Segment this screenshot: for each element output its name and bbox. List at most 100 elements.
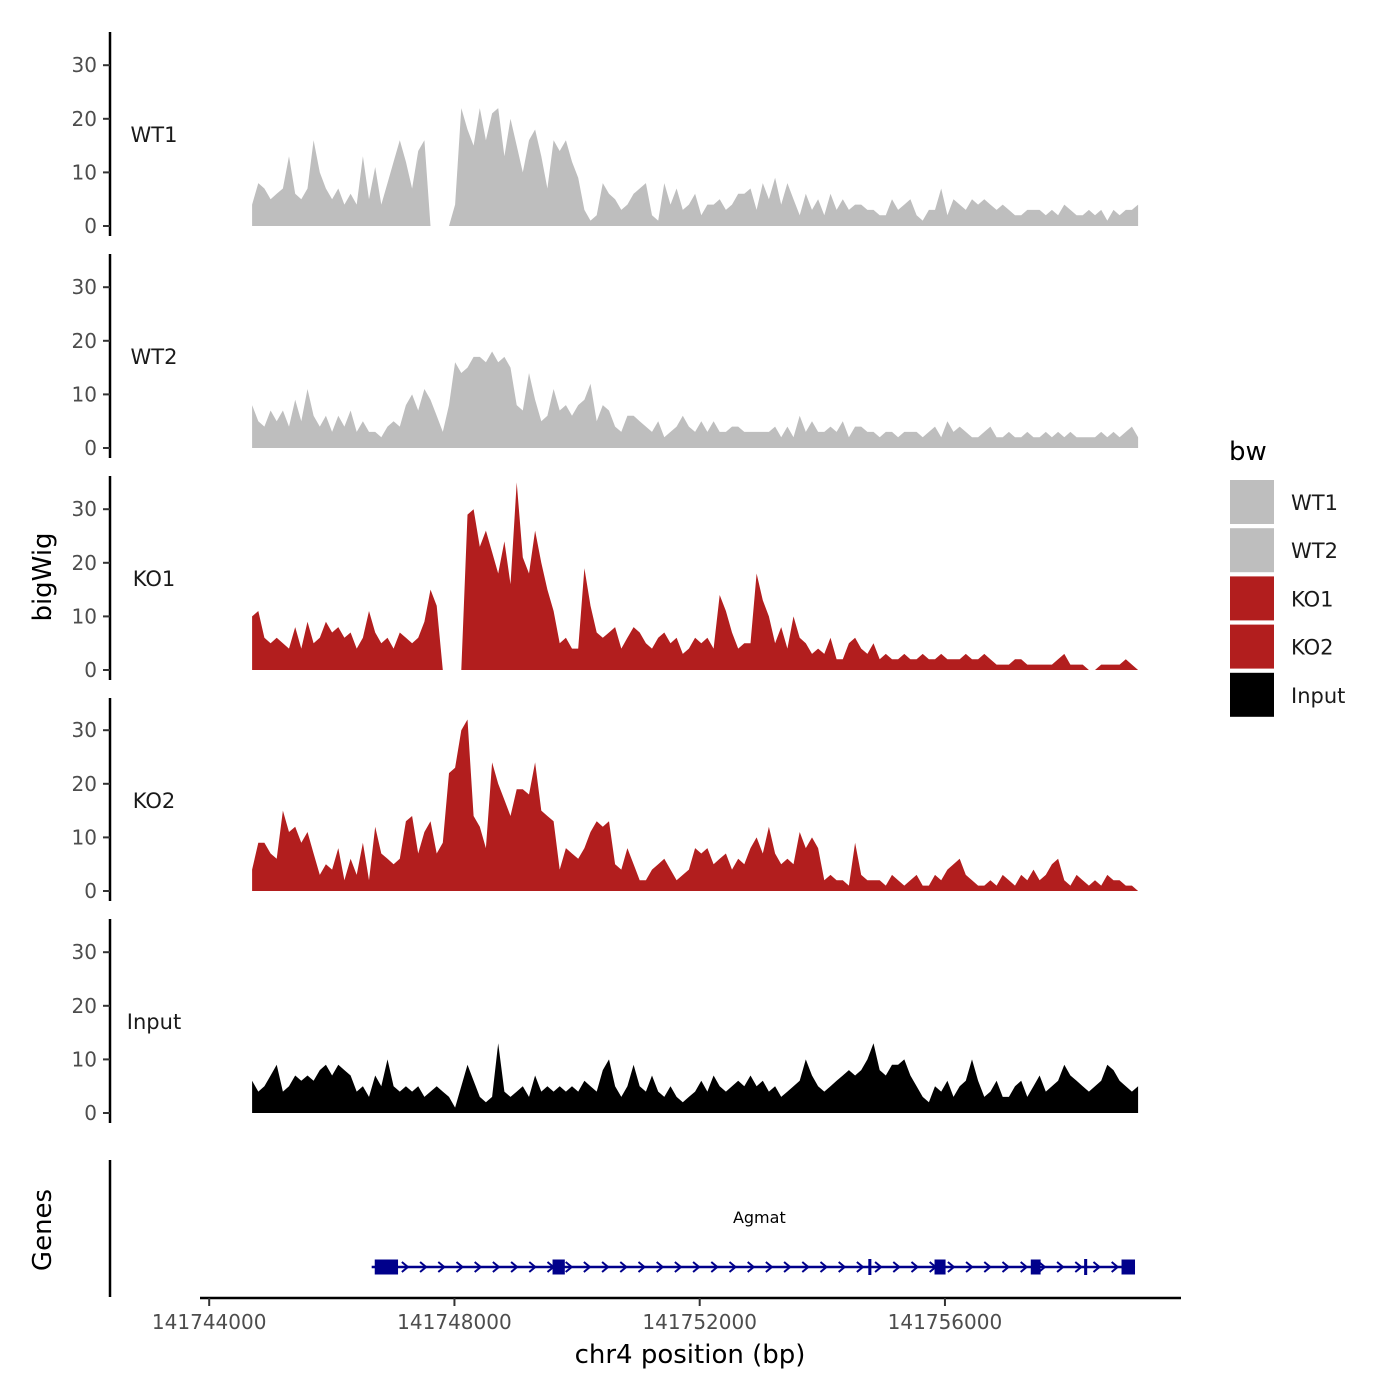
exon — [1030, 1259, 1041, 1275]
bigwig-tracks: 0 10 20 30 WT1 0 10 20 30 WT2 0 10 20 30 KO1 0 10 20 30 KO2… — [72, 32, 1139, 1125]
legend-swatch — [1230, 672, 1274, 717]
exon — [374, 1259, 399, 1275]
y-tick-label: 30 — [72, 718, 97, 742]
strand-chevron — [1056, 1261, 1065, 1273]
strand-chevron — [656, 1261, 665, 1273]
strand-chevron — [892, 1261, 901, 1273]
strand-chevron — [765, 1261, 774, 1273]
gene-agmat: Agmat — [371, 1208, 1136, 1275]
strand-chevron — [455, 1261, 465, 1273]
y-tick-label: 0 — [84, 436, 97, 460]
legend-item-wt2: WT2 — [1230, 528, 1338, 573]
genes-axis-title: Genes — [28, 1189, 58, 1271]
exon — [934, 1259, 946, 1275]
legend-swatch — [1230, 624, 1274, 669]
y-tick-label: 10 — [72, 1047, 97, 1071]
strand-chevron — [874, 1261, 883, 1273]
exon — [1084, 1259, 1088, 1275]
y-tick-label: 30 — [72, 275, 97, 299]
strand-chevron — [583, 1261, 592, 1273]
track-wt1: 0 10 20 30 WT1 — [72, 32, 1139, 238]
track-label-ko1: KO1 — [133, 567, 176, 591]
legend-label: WT2 — [1291, 539, 1338, 563]
y-tick-label: 0 — [84, 879, 97, 903]
legend-item-wt1: WT1 — [1230, 480, 1338, 524]
x-tick-label: 141752000 — [642, 1310, 757, 1334]
strand-chevron — [492, 1261, 501, 1273]
track-label-wt2: WT2 — [131, 345, 178, 369]
strand-chevron — [1074, 1261, 1083, 1273]
strand-chevron — [947, 1261, 956, 1273]
strand-chevron — [783, 1261, 792, 1273]
area-input — [252, 1043, 1139, 1113]
strand-chevron — [637, 1261, 647, 1273]
y-tick-label: 0 — [84, 658, 97, 682]
gene-panel: Agmat — [108, 1160, 1136, 1297]
strand-chevron — [1020, 1261, 1029, 1273]
legend-label: WT1 — [1291, 491, 1338, 515]
strand-chevron — [565, 1261, 574, 1273]
legend-title: bw — [1229, 437, 1267, 467]
y-tick-label: 20 — [72, 772, 97, 796]
strand-chevron — [1001, 1261, 1011, 1273]
exon — [1121, 1259, 1136, 1275]
x-tick-label: 141744000 — [152, 1310, 267, 1334]
legend-item-ko2: KO2 — [1230, 624, 1334, 669]
legend-item-ko1: KO1 — [1230, 576, 1334, 621]
y-tick-label: 10 — [72, 604, 97, 628]
y-tick-label: 30 — [72, 497, 97, 521]
strand-chevron — [1111, 1261, 1120, 1273]
strand-chevron — [419, 1261, 428, 1273]
strand-chevron — [819, 1261, 829, 1273]
strand-chevron — [1038, 1261, 1047, 1273]
legend-item-input: Input — [1230, 672, 1345, 717]
area-wt2 — [252, 351, 1139, 448]
legend-label: KO2 — [1291, 636, 1334, 660]
strand-chevron — [728, 1261, 738, 1273]
track-wt2: 0 10 20 30 WT2 — [72, 254, 1139, 460]
y-tick-label: 20 — [72, 107, 97, 131]
area-ko1 — [252, 482, 1139, 670]
legend: bw WT1 WT2 KO1 KO2 Input — [1229, 437, 1345, 717]
track-label-wt1: WT1 — [131, 123, 178, 147]
track-ko1: 0 10 20 30 KO1 — [72, 476, 1139, 682]
legend-swatch — [1230, 480, 1274, 524]
y-tick-label: 10 — [72, 382, 97, 406]
strand-chevron — [747, 1261, 756, 1273]
track-label-ko2: KO2 — [133, 789, 176, 813]
legend-label: KO1 — [1291, 587, 1334, 611]
strand-chevron — [710, 1261, 719, 1273]
x-tick-label: 141756000 — [888, 1310, 1003, 1334]
y-tick-label: 20 — [72, 329, 97, 353]
strand-chevron — [401, 1261, 410, 1273]
y-tick-label: 0 — [84, 214, 97, 238]
strand-chevron — [801, 1261, 810, 1273]
legend-swatch — [1230, 576, 1274, 621]
strand-chevron — [983, 1261, 992, 1273]
strand-chevron — [474, 1261, 483, 1273]
legend-swatch — [1230, 528, 1274, 573]
strand-chevron — [674, 1261, 683, 1273]
strand-chevron — [437, 1261, 446, 1273]
track-input: 0 10 20 30 Input — [72, 919, 1139, 1125]
x-tick-label: 141748000 — [397, 1310, 512, 1334]
strand-chevron — [601, 1261, 610, 1273]
strand-chevron — [1092, 1261, 1102, 1273]
exon — [868, 1259, 872, 1275]
area-ko2 — [252, 719, 1139, 891]
gene-label: Agmat — [733, 1208, 786, 1227]
exon — [552, 1259, 565, 1275]
strand-chevron — [528, 1261, 537, 1273]
strand-chevron — [619, 1261, 628, 1273]
track-ko2: 0 10 20 30 KO2 — [72, 698, 1139, 903]
strand-chevron — [856, 1261, 865, 1273]
track-label-input: Input — [127, 1010, 181, 1034]
y-tick-label: 20 — [72, 551, 97, 575]
strand-chevron — [838, 1261, 847, 1273]
area-wt1 — [252, 108, 1139, 226]
x-axis-title: chr4 position (bp) — [575, 1340, 806, 1370]
y-tick-label: 30 — [72, 940, 97, 964]
strand-chevron — [692, 1261, 701, 1273]
y-tick-label: 30 — [72, 53, 97, 77]
